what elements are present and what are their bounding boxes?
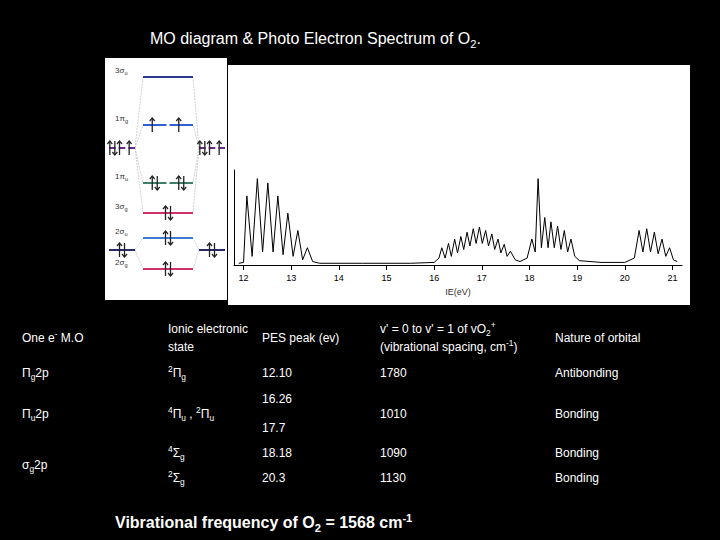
html-text:16.26: 16.26 [262, 392, 292, 407]
svg-text:13: 13 [286, 273, 296, 283]
html-text:Bonding: Bonding [555, 445, 599, 460]
html-text:4Πu,2Πu: 4Πu,2Πu [168, 404, 214, 423]
svg-text:21: 21 [667, 273, 677, 283]
svg-text:17: 17 [477, 273, 487, 283]
html-text:3σu: 3σu [115, 65, 128, 77]
html-text:2Σg: 2Σg [168, 468, 185, 487]
html-text:17.7: 17.7 [262, 420, 286, 435]
svg-text:16: 16 [429, 273, 439, 283]
html-text:1130: 1130 [380, 470, 406, 485]
html-text:(vibrational spacing, cm-1): (vibrational spacing, cm-1) [380, 338, 518, 354]
svg-text:IE(eV): IE(eV) [445, 287, 471, 297]
html-text:1780: 1780 [380, 366, 407, 380]
html-text:1πu: 1πu [115, 171, 129, 183]
html-text:state: state [168, 340, 194, 354]
html-text:MO diagram & Photo Electron Sp: MO diagram & Photo Electron Spectrum of … [150, 30, 481, 51]
html-text:One e-M.O: One e-M.O [22, 329, 84, 345]
svg-text:15: 15 [382, 273, 392, 283]
html-text:1πg: 1πg [115, 113, 129, 125]
html-text:Bonding: Bonding [555, 470, 599, 485]
html-text:Πu2p: Πu2p [22, 406, 49, 423]
html-text:2Πg: 2Πg [168, 364, 186, 383]
html-text:4Σg: 4Σg [168, 443, 185, 462]
svg-text:12: 12 [239, 273, 249, 283]
svg-text:14: 14 [334, 273, 344, 283]
html-text:Antibonding: Antibonding [555, 366, 619, 380]
html-text:2σu: 2σu [115, 226, 128, 238]
html-text:Bonding: Bonding [555, 406, 599, 421]
html-text:Πg2p: Πg2p [22, 366, 49, 383]
svg-text:19: 19 [572, 273, 582, 283]
html-text:σg2p: σg2p [22, 458, 48, 475]
html-text:2σg: 2σg [115, 257, 128, 269]
html-text:3σg: 3σg [115, 201, 128, 213]
html-text:PES peak (ev): PES peak (ev) [262, 331, 340, 345]
html-text:18.18: 18.18 [262, 445, 292, 460]
html-text:12.10: 12.10 [262, 366, 292, 380]
html-text:1010: 1010 [380, 406, 407, 421]
html-text:20.3: 20.3 [262, 470, 286, 485]
html-text:Vibrational frequency of O2= 1: Vibrational frequency of O2= 1568 cm-1 [115, 511, 413, 535]
html-text:v' = 0 to v' = 1 of vO2: v' = 0 to v' = 1 of vO2 [380, 322, 491, 339]
html-text:Nature of orbital: Nature of orbital [555, 331, 641, 345]
svg-text:18: 18 [524, 273, 534, 283]
html-text:Ionic electronic: Ionic electronic [168, 322, 248, 336]
svg-text:20: 20 [620, 273, 630, 283]
html-text:1090: 1090 [380, 445, 407, 460]
